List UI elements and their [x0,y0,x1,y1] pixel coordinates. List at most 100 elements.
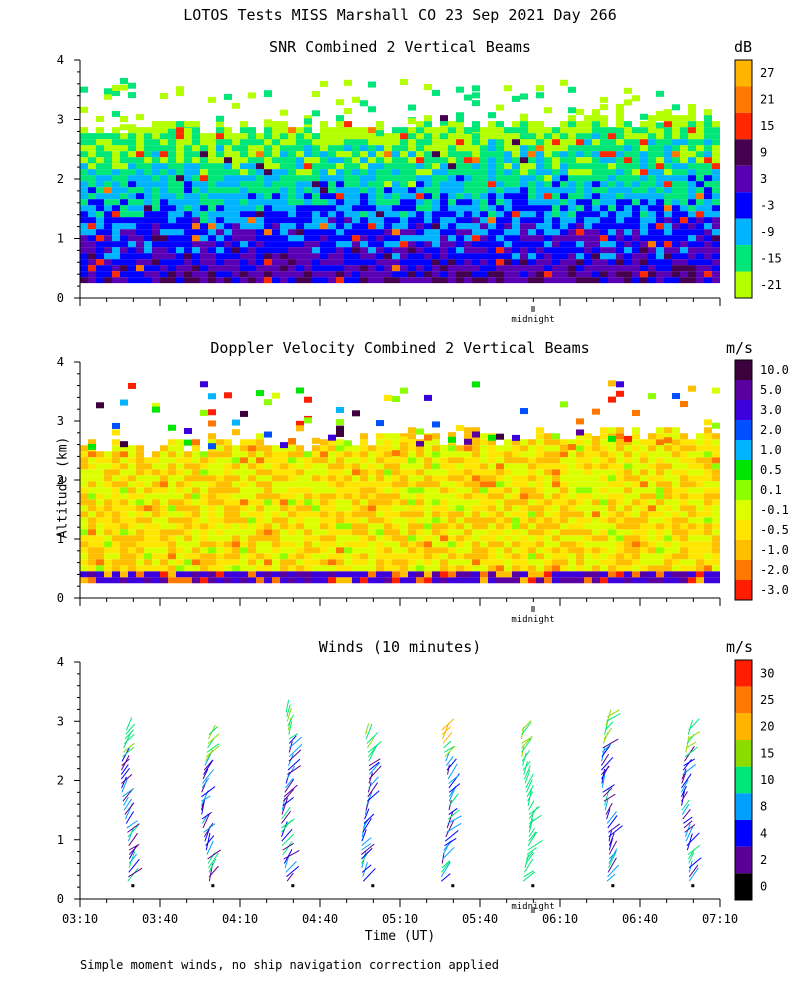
heatmap-cell [280,553,288,560]
heatmap-cell [632,139,640,146]
heatmap-cell [504,223,512,230]
heatmap-cell [88,241,96,248]
heatmap-cell [96,457,104,464]
heatmap-cell [368,199,376,206]
heatmap-cell [584,253,592,260]
heatmap-cell [552,517,560,524]
heatmap-cell [288,271,296,278]
heatmap-cell [464,235,472,242]
heatmap-cell [544,139,552,146]
wind-barb [685,825,694,842]
heatmap-cell [504,229,512,236]
heatmap-cell [216,223,224,230]
heatmap-cell [632,271,640,278]
heatmap-cell [456,271,464,278]
heatmap-cell [136,253,144,260]
heatmap-cell [344,205,352,212]
heatmap-cell [440,517,448,524]
heatmap-cell [352,505,360,512]
heatmap-cell [104,529,112,536]
heatmap-cell [264,205,272,212]
heatmap-cell [504,541,512,548]
heatmap-cell [592,145,600,152]
heatmap-cell [456,445,464,452]
heatmap-cell [616,277,624,284]
heatmap-cell [344,577,352,584]
heatmap-cell [384,499,392,506]
heatmap-cell [560,541,568,548]
heatmap-cell [200,475,208,482]
heatmap-cell [240,223,248,230]
colorbar-label: 15 [760,746,774,760]
heatmap-cell [168,535,176,542]
heatmap-cell [200,469,208,476]
heatmap-cell [144,175,152,182]
heatmap-cell [96,157,104,164]
heatmap-cell [712,187,720,194]
heatmap-cell [280,181,288,188]
heatmap-cell [80,469,88,476]
heatmap-cell [552,235,560,242]
heatmap-cell [368,535,376,542]
heatmap-cell [272,541,280,548]
heatmap-cell [392,241,400,248]
heatmap-cell [624,235,632,242]
heatmap-cell [416,265,424,272]
heatmap-cell [152,169,160,176]
heatmap-cell [168,457,176,464]
heatmap-cell [664,247,672,254]
heatmap-cell [136,193,144,200]
heatmap-cell [376,529,384,536]
heatmap-cell [392,396,400,403]
heatmap-cell [400,475,408,482]
heatmap-cell [472,547,480,554]
heatmap-cell [88,529,96,536]
heatmap-cell [576,571,584,578]
heatmap-cell [200,133,208,140]
heatmap-cell [176,577,184,584]
heatmap-cell [416,181,424,188]
heatmap-cell [608,547,616,554]
heatmap-cell [168,235,176,242]
heatmap-cell [216,511,224,518]
heatmap-cell [224,529,232,536]
heatmap-cell [272,139,280,146]
heatmap-cell [504,523,512,530]
heatmap-cell [656,445,664,452]
heatmap-cell [488,577,496,584]
heatmap-cell [96,265,104,272]
heatmap-cell [272,493,280,500]
heatmap-cell [248,493,256,500]
heatmap-cell [416,157,424,164]
heatmap-cell [232,211,240,218]
heatmap-cell [664,493,672,500]
heatmap-cell [704,271,712,278]
heatmap-cell [656,139,664,146]
heatmap-cell [472,277,480,284]
heatmap-cell [512,439,520,446]
heatmap-cell [432,217,440,224]
heatmap-cell [232,493,240,500]
heatmap-cell [296,163,304,170]
heatmap-cell [80,535,88,542]
heatmap-cell [280,199,288,206]
heatmap-cell [600,541,608,548]
heatmap-cell [120,277,128,284]
heatmap-cell [272,499,280,506]
heatmap-cell [312,211,320,218]
heatmap-cell [104,139,112,146]
heatmap-cell [400,223,408,230]
heatmap-cell [592,205,600,212]
heatmap-cell [216,439,224,446]
heatmap-cell [664,553,672,560]
heatmap-cell [704,541,712,548]
heatmap-cell [96,487,104,494]
heatmap-cell [432,235,440,242]
heatmap-cell [592,577,600,584]
heatmap-cell [80,253,88,260]
heatmap-cell [272,145,280,152]
heatmap-cell [656,181,664,188]
heatmap-cell [544,127,552,134]
heatmap-cell [432,469,440,476]
heatmap-cell [624,505,632,512]
